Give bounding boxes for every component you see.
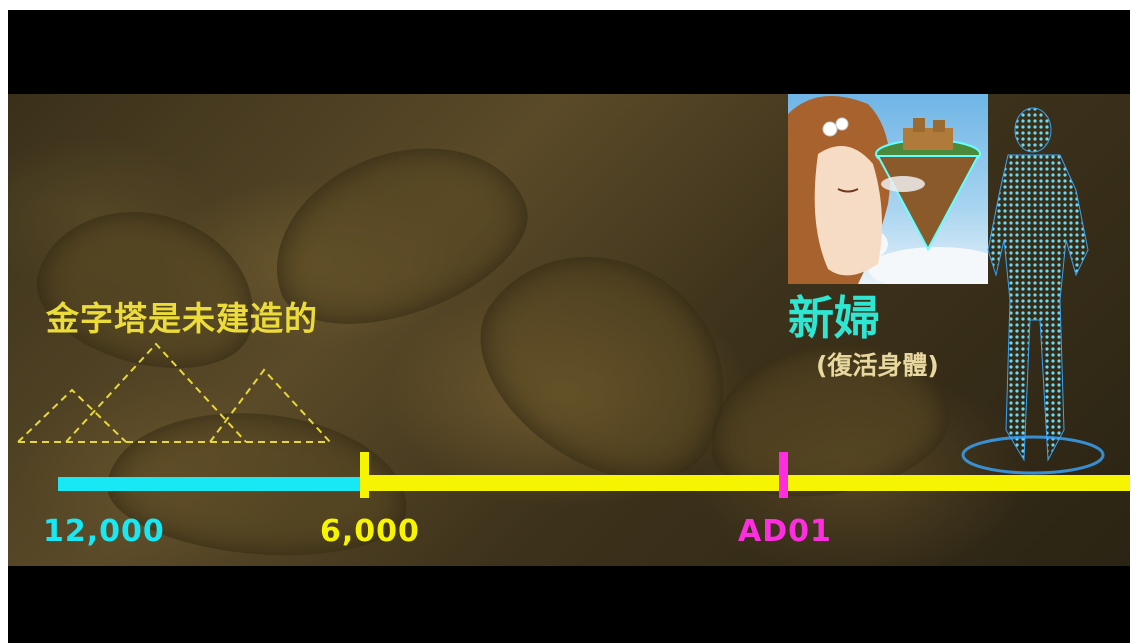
hologram-figure-icon (961, 107, 1105, 475)
bride-subtitle: (復活身體) (816, 351, 939, 380)
timeline-label-ad01: AD01 (738, 514, 832, 549)
floating-island-icon (875, 118, 981, 252)
headline-text: 金字塔是未建造的 (46, 299, 318, 338)
bride-title: 新婦 (788, 291, 880, 345)
timeline-late-segment (361, 475, 1130, 491)
pyramid-outline-icon (17, 342, 331, 443)
timeline-label-12000: 12,000 (43, 514, 165, 549)
video-frame: 金字塔是未建造的 (8, 10, 1130, 643)
timeline-tick-6000 (360, 452, 369, 498)
timeline-early-segment (58, 477, 361, 491)
anime-girl-illustration (788, 94, 988, 284)
timeline-tick-ad01 (779, 452, 788, 498)
timeline-label-6000: 6,000 (320, 514, 420, 549)
